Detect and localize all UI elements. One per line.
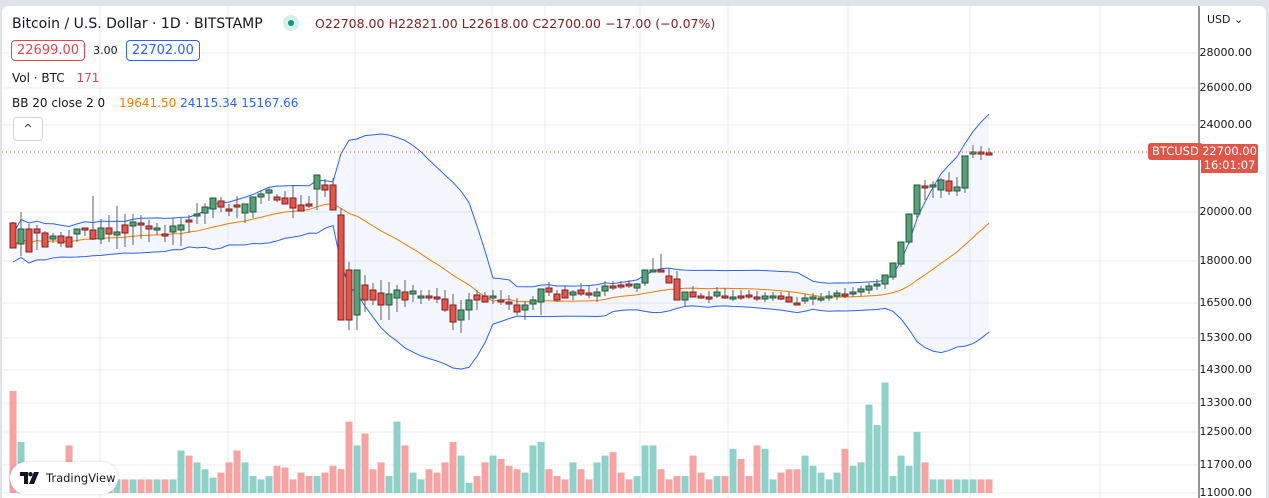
- ohlc-change: −17.00 (−0.07%): [605, 16, 716, 31]
- price-tick-label: 16500.00: [1199, 296, 1253, 309]
- ohlc-high: H22821.00: [388, 16, 458, 31]
- symbol-price-tag: BTCUSD: [1148, 143, 1203, 160]
- sell-price-button[interactable]: 22699.00: [11, 40, 86, 61]
- spread-value: 3.00: [93, 44, 118, 57]
- price-tick-label: 15300.00: [1199, 331, 1253, 344]
- collapse-legend-button[interactable]: ^: [13, 117, 43, 141]
- bid-ask-row: 22699.00 3.00 22702.00: [11, 40, 200, 61]
- buy-price-button[interactable]: 22702.00: [125, 40, 200, 61]
- price-tick-label: 11000.00: [1199, 486, 1253, 498]
- price-tick-label: 18000.00: [1199, 254, 1253, 267]
- symbol-legend: Bitcoin / U.S. Dollar · 1D · BITSTAMP O2…: [12, 15, 715, 32]
- price-tick-label: 26000.00: [1199, 81, 1253, 94]
- ohlc-low: L22618.00: [461, 16, 529, 31]
- ohlc-open: O22708.00: [314, 16, 385, 31]
- chart-canvas[interactable]: [2, 6, 1266, 498]
- volume-value: 171: [76, 71, 100, 85]
- price-tick-label: 13300.00: [1199, 396, 1253, 409]
- chevron-up-icon: ^: [23, 122, 33, 135]
- market-status-icon: [282, 15, 299, 31]
- price-tick-label: 28000.00: [1199, 46, 1253, 59]
- bollinger-legend[interactable]: BB 20 close 2 0 19641.50 24115.34 15167.…: [12, 96, 298, 110]
- price-tick-label: 12500.00: [1199, 425, 1253, 438]
- last-price-label: 22700.00 16:01:07: [1201, 144, 1258, 173]
- bb-upper-value: 24115.34: [180, 96, 238, 110]
- ohlc-close: C22700.00: [532, 16, 601, 31]
- last-price-value: 22700.00: [1202, 144, 1257, 158]
- currency-selector[interactable]: USD ⌄: [1207, 13, 1244, 26]
- bb-label: BB 20 close 2 0: [12, 96, 106, 110]
- volume-legend[interactable]: Vol · BTC 171: [12, 71, 99, 85]
- bb-lower-value: 15167.66: [241, 96, 299, 110]
- tradingview-logo-icon: [20, 472, 39, 484]
- volume-label: Vol · BTC: [12, 71, 65, 85]
- bar-countdown: 16:01:07: [1203, 157, 1256, 172]
- chart-frame: Bitcoin / U.S. Dollar · 1D · BITSTAMP O2…: [2, 6, 1266, 498]
- symbol-title[interactable]: Bitcoin / U.S. Dollar · 1D · BITSTAMP: [12, 16, 263, 32]
- price-tick-label: 11700.00: [1199, 458, 1253, 471]
- bb-basis-value: 19641.50: [119, 96, 177, 110]
- tradingview-logo-text: TradingView: [46, 471, 116, 485]
- price-tick-label: 14300.00: [1199, 363, 1253, 376]
- price-tick-label: 20000.00: [1199, 205, 1253, 218]
- tradingview-logo[interactable]: TradingView: [10, 462, 118, 494]
- price-tick-label: 24000.00: [1199, 118, 1253, 131]
